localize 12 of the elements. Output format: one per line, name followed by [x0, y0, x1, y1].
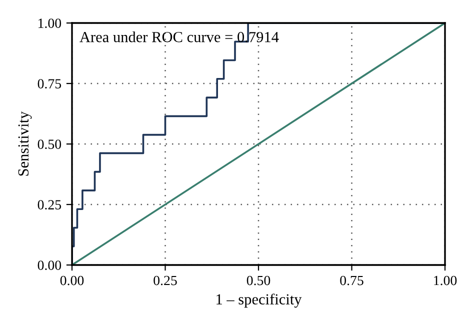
y-tick-label: 1.00: [38, 18, 62, 28]
x-tick-label: 1.00: [434, 276, 457, 286]
y-tick-label: 0.75: [38, 79, 62, 89]
x-tick-label: 0.75: [340, 276, 364, 286]
x-axis-title: 1 – specificity: [216, 294, 302, 308]
y-tick-label: 0.25: [38, 200, 62, 210]
y-axis-title: Sensitivity: [18, 111, 32, 176]
x-tick-label: 0.25: [154, 276, 177, 286]
x-tick-label: 0.00: [60, 276, 84, 286]
y-tick-label: 0.50: [38, 140, 62, 150]
x-tick-label: 0.50: [246, 276, 270, 286]
y-tick-label: 0.00: [38, 260, 62, 270]
